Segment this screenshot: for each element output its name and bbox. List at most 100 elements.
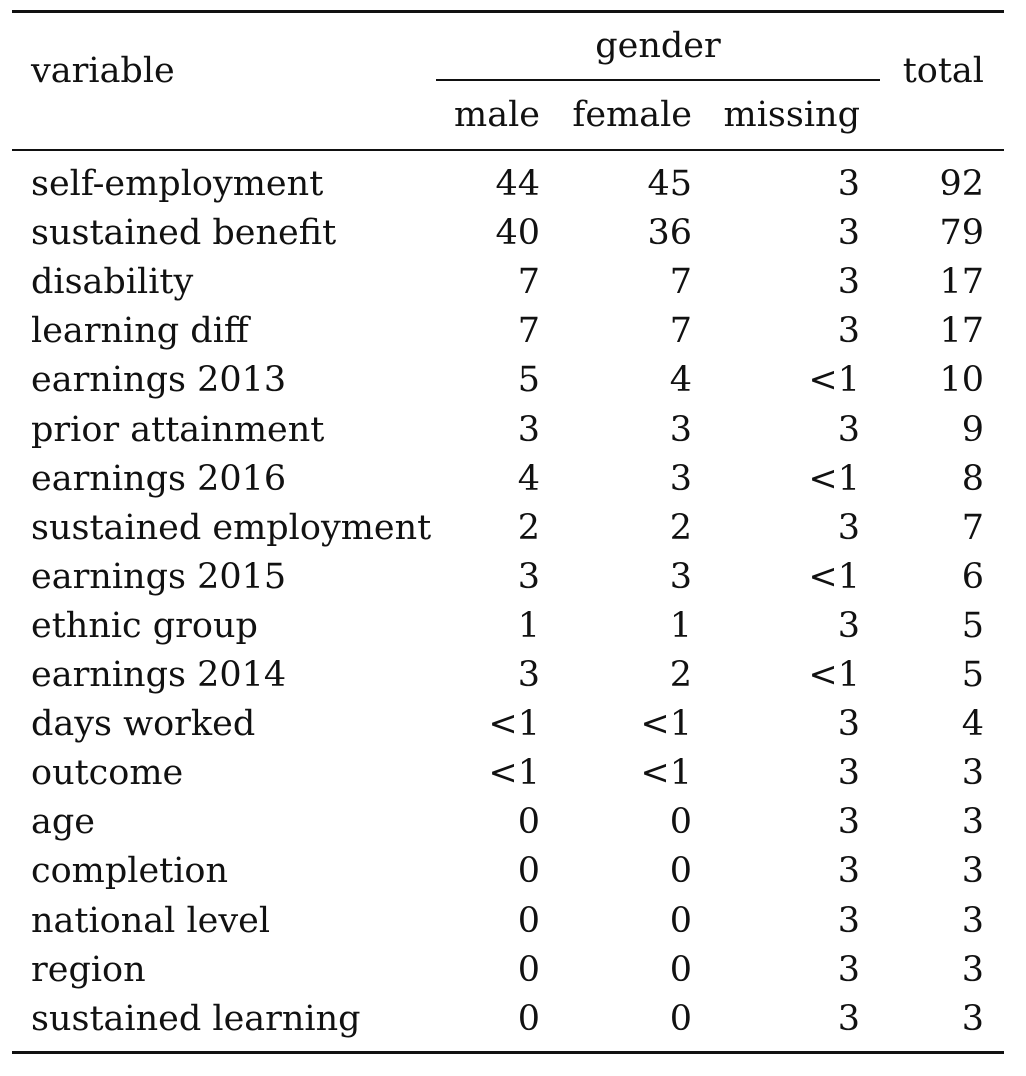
- header-missing: missing: [723, 95, 860, 135]
- cell-female: 36: [647, 213, 692, 254]
- cell-missing: 3: [837, 949, 860, 990]
- cell-male: 40: [495, 213, 540, 254]
- table-top-rule: [12, 10, 1004, 13]
- cell-variable: learning diff: [31, 311, 249, 352]
- cell-missing: 3: [837, 262, 860, 303]
- cell-female: 3: [669, 409, 692, 450]
- cell-male: 0: [517, 851, 540, 892]
- table-row: outcome <1 <1 3 3: [0, 753, 1026, 802]
- cell-variable: age: [31, 802, 95, 843]
- cell-variable: national level: [31, 900, 271, 941]
- cell-male: 4: [517, 458, 540, 499]
- cell-total: 4: [961, 704, 984, 745]
- cell-female: <1: [640, 704, 692, 745]
- cell-total: 3: [961, 900, 984, 941]
- cell-missing: 3: [837, 507, 860, 548]
- cell-total: 5: [961, 605, 984, 646]
- cell-female: 0: [669, 900, 692, 941]
- cell-female: 2: [669, 655, 692, 695]
- cell-missing: <1: [808, 360, 860, 401]
- cell-missing: 3: [837, 605, 860, 646]
- cell-male: 3: [517, 655, 540, 695]
- table-row: disability 7 7 3 17: [0, 262, 1026, 311]
- cell-variable: earnings 2015: [31, 556, 287, 597]
- cell-male: 44: [495, 164, 540, 204]
- cell-missing: <1: [808, 556, 860, 597]
- header-male: male: [454, 95, 540, 135]
- cell-total: 5: [961, 655, 984, 695]
- cell-male: 0: [517, 949, 540, 990]
- cell-female: 0: [669, 802, 692, 843]
- cell-variable: sustained employment: [31, 507, 432, 548]
- cell-variable: completion: [31, 851, 229, 892]
- cell-female: 3: [669, 556, 692, 597]
- cell-variable: sustained learning: [31, 998, 361, 1039]
- cell-variable: earnings 2014: [31, 655, 287, 695]
- cell-male: <1: [488, 704, 540, 745]
- cell-male: 2: [517, 507, 540, 548]
- cell-total: 7: [961, 507, 984, 548]
- cell-variable: prior attainment: [31, 409, 325, 450]
- table-row: earnings 2014 3 2 <1 5: [0, 655, 1026, 704]
- cell-missing: 3: [837, 311, 860, 352]
- cell-variable: days worked: [31, 704, 256, 745]
- cell-total: 3: [961, 949, 984, 990]
- table-row: earnings 2016 4 3 <1 8: [0, 459, 1026, 508]
- cell-female: 7: [669, 262, 692, 303]
- cell-missing: 3: [837, 998, 860, 1039]
- cell-female: 7: [669, 311, 692, 352]
- table-row: region 0 0 3 3: [0, 950, 1026, 999]
- cell-total: 79: [939, 213, 984, 254]
- cell-male: 3: [517, 409, 540, 450]
- cell-female: 0: [669, 851, 692, 892]
- cell-female: 3: [669, 458, 692, 499]
- table-row: prior attainment 3 3 3 9: [0, 410, 1026, 459]
- table-row: sustained learning 0 0 3 3: [0, 999, 1026, 1048]
- table-row: completion 0 0 3 3: [0, 851, 1026, 900]
- table-header-rule: [12, 149, 1004, 151]
- cell-female: 45: [647, 164, 692, 204]
- cell-male: 0: [517, 998, 540, 1039]
- table-row: ethnic group 1 1 3 5: [0, 606, 1026, 655]
- cell-variable: earnings 2013: [31, 360, 287, 401]
- cell-missing: 3: [837, 409, 860, 450]
- cell-variable: outcome: [31, 753, 184, 794]
- table-row: learning diff 7 7 3 17: [0, 311, 1026, 360]
- cell-missing: 3: [837, 704, 860, 745]
- header-variable: variable: [31, 51, 175, 91]
- header-total: total: [902, 51, 984, 91]
- cell-missing: 3: [837, 753, 860, 794]
- cell-missing: 3: [837, 851, 860, 892]
- cell-female: 1: [669, 605, 692, 646]
- cell-female: 4: [669, 360, 692, 401]
- cell-missing: 3: [837, 213, 860, 254]
- cell-total: 3: [961, 851, 984, 892]
- cell-total: 3: [961, 998, 984, 1039]
- cell-missing: 3: [837, 164, 860, 204]
- table-row: days worked <1 <1 3 4: [0, 704, 1026, 753]
- cell-missing: 3: [837, 900, 860, 941]
- table-row: earnings 2015 3 3 <1 6: [0, 557, 1026, 606]
- table-row: sustained benefit 40 36 3 79: [0, 213, 1026, 262]
- cell-variable: sustained benefit: [31, 213, 337, 254]
- table-row: age 0 0 3 3: [0, 802, 1026, 851]
- cell-total: 10: [939, 360, 984, 401]
- cell-female: <1: [640, 753, 692, 794]
- cell-variable: earnings 2016: [31, 458, 287, 499]
- cell-male: 0: [517, 900, 540, 941]
- cell-female: 2: [669, 507, 692, 548]
- cell-variable: disability: [31, 262, 194, 303]
- cell-variable: region: [31, 949, 146, 990]
- cell-male: 3: [517, 556, 540, 597]
- cell-male: 0: [517, 802, 540, 843]
- cell-total: 8: [961, 458, 984, 499]
- cell-total: 9: [961, 409, 984, 450]
- table-bottom-rule: [12, 1051, 1004, 1054]
- cell-total: 6: [961, 556, 984, 597]
- cell-missing: <1: [808, 655, 860, 695]
- cell-variable: ethnic group: [31, 605, 258, 646]
- cell-male: 7: [517, 311, 540, 352]
- cell-female: 0: [669, 949, 692, 990]
- cell-missing: 3: [837, 802, 860, 843]
- cell-male: 5: [517, 360, 540, 401]
